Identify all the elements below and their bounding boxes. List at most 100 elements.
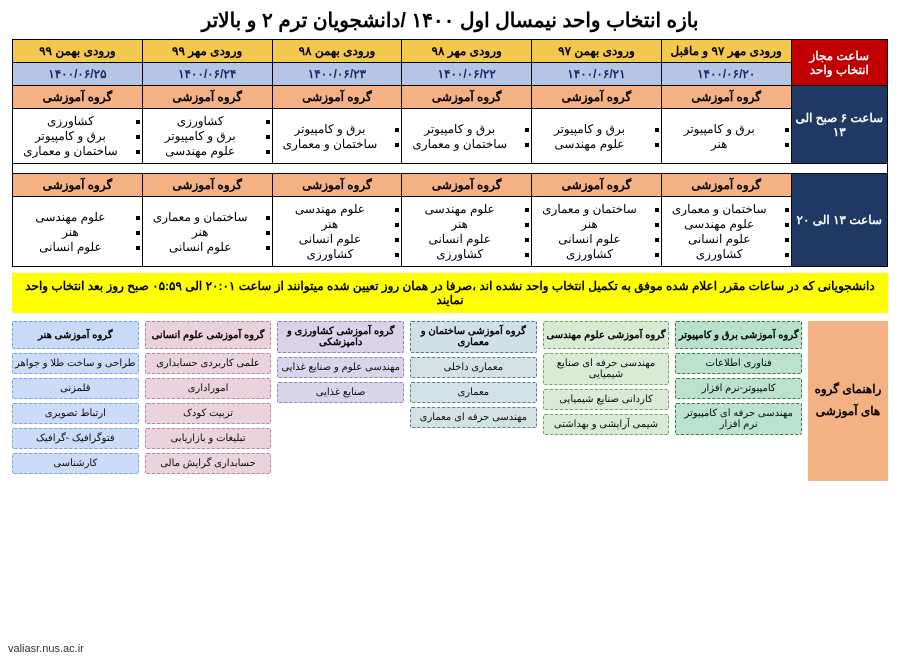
guide-item: مهندسی علوم و صنایع غذایی (277, 357, 404, 378)
guide-item: طراحی و ساخت طلا و جواهر (12, 353, 139, 374)
guide-column: گروه آموزشی ساختمان و معماریمعماری داخلی… (410, 321, 537, 474)
guide-column: گروه آموزشی هنر طراحی و ساخت طلا و جواهر ق… (12, 321, 139, 474)
group-label: گروه آموزشی (532, 174, 662, 197)
list-item: برق و کامپیوتر (404, 122, 515, 136)
block2-cell: علوم مهندسیهنرعلوم انسانی (13, 197, 143, 267)
guide-item: مهندسی حرفه ای صنایع شیمیایی (543, 353, 670, 385)
block1-cell: برق و کامپیوترساختمان و معماری (402, 109, 532, 164)
group-label-row: ساعت ۶ صبح الی ۱۳ گروه آموزشی گروه آموزش… (13, 86, 888, 109)
date-cell: ۱۴۰۰/۰۶/۲۵ (13, 63, 143, 86)
group-label: گروه آموزشی (13, 86, 143, 109)
guide-item: علمی کاربردی حسابداری (145, 353, 272, 374)
list-item: هنر (275, 217, 386, 231)
guide-item: معماری (410, 382, 537, 403)
list-item: کشاورزی (404, 247, 515, 261)
guide-column-head: گروه آموزشی علوم انسانی (145, 321, 272, 349)
block1-cell: برق و کامپیوترهنر (661, 109, 791, 164)
list-item: علوم مهندسی (15, 210, 126, 224)
date-cell: ۱۴۰۰/۰۶/۲۱ (532, 63, 662, 86)
guide-column: گروه آموزشی علوم انسانی علمی کاربردی حساب… (145, 321, 272, 474)
list-item: علوم انسانی (404, 232, 515, 246)
block2-cell: علوم مهندسیهنرعلوم انسانیکشاورزی (272, 197, 402, 267)
guide-column: گروه آموزشی برق و کامپیوترفناوری اطلاعات… (675, 321, 802, 474)
list-item: برق و کامپیوتر (15, 129, 126, 143)
list-item: کشاورزی (664, 247, 775, 261)
block1-cell: کشاورزیبرق و کامپیوترساختمان و معماری (13, 109, 143, 164)
list-item: برق و کامپیوتر (664, 122, 775, 136)
header-col: ورودی مهر ۹۷ و ماقبل (661, 40, 791, 63)
header-col: ورودی بهمن ۹۹ (13, 40, 143, 63)
group-label: گروه آموزشی (402, 86, 532, 109)
list-item: علوم انسانی (664, 232, 775, 246)
group-label: گروه آموزشی (661, 174, 791, 197)
block1-side: ساعت ۶ صبح الی ۱۳ (791, 86, 887, 164)
list-item: علوم مهندسی (404, 202, 515, 216)
block2-side: ساعت ۱۳ الی ۲۰ (791, 174, 887, 267)
guide-column-head: گروه آموزشی علوم مهندسی (543, 321, 670, 349)
block1-cell: برق و کامپیوترساختمان و معماری (272, 109, 402, 164)
gap-row (13, 164, 888, 174)
guide-item: فتوگرافیک -گرافیک (12, 428, 139, 449)
list-item: علوم مهندسی (664, 217, 775, 231)
list-item: هنر (534, 217, 645, 231)
block2-cell: ساختمان و معماریعلوم مهندسیعلوم انسانیکش… (661, 197, 791, 267)
header-col: ورودی بهمن ۹۸ (272, 40, 402, 63)
guide-item: شیمی آرایشی و بهداشتی (543, 414, 670, 435)
guide-item: حسابداری گرایش مالی (145, 453, 272, 474)
list-item: علوم مهندسی (275, 202, 386, 216)
list-item: کشاورزی (275, 247, 386, 261)
guide-item: کارشناسی (12, 453, 139, 474)
guide-item: کامپیوتر-نرم افزار (675, 378, 802, 399)
list-item: علوم مهندسی (145, 144, 256, 158)
group-label: گروه آموزشی (142, 86, 272, 109)
list-item: علوم انسانی (275, 232, 386, 246)
guide-side-label: راهنمای گروه های آموزشی (808, 321, 888, 481)
notice-bar: دانشجویانی که در ساعات مقرر اعلام شده مو… (12, 273, 888, 313)
group-label: گروه آموزشی (532, 86, 662, 109)
list-item: علوم مهندسی (534, 137, 645, 151)
list-item: ساختمان و معماری (275, 137, 386, 151)
block2-cell: ساختمان و معماریهنرعلوم انسانی (142, 197, 272, 267)
list-item: ساختمان و معماری (664, 202, 775, 216)
guide-item: ارتباط تصویری (12, 403, 139, 424)
block1-cell: کشاورزیبرق و کامپیوترعلوم مهندسی (142, 109, 272, 164)
list-item: هنر (664, 137, 775, 151)
list-item: ساختمان و معماری (145, 210, 256, 224)
guide-item: مهندسی حرفه ای کامپیوتر نرم افزار (675, 403, 802, 435)
list-item: علوم انسانی (534, 232, 645, 246)
list-item: هنر (404, 217, 515, 231)
guide-section: راهنمای گروه های آموزشی گروه آموزشی برق … (12, 321, 888, 481)
block1-row: برق و کامپیوترهنر برق و کامپیوترعلوم مهن… (13, 109, 888, 164)
guide-item: صنایع غذایی (277, 382, 404, 403)
list-item: کشاورزی (145, 114, 256, 128)
guide-column-head: گروه آموزشی کشاورزی و دامپزشکی (277, 321, 404, 353)
guide-column-head: گروه آموزشی ساختمان و معماری (410, 321, 537, 353)
date-cell: ۱۴۰۰/۰۶/۲۰ (661, 63, 791, 86)
list-item: کشاورزی (15, 114, 126, 128)
header-side: ساعت مجاز انتخاب واحد (791, 40, 887, 86)
group-label: گروه آموزشی (142, 174, 272, 197)
list-item: علوم انسانی (145, 240, 256, 254)
block2-cell: علوم مهندسیهنرعلوم انسانیکشاورزی (402, 197, 532, 267)
list-item: هنر (145, 225, 256, 239)
list-item: ساختمان و معماری (534, 202, 645, 216)
header-row: ساعت مجاز انتخاب واحد ورودی مهر ۹۷ و ماق… (13, 40, 888, 63)
group-label: گروه آموزشی (13, 174, 143, 197)
date-cell: ۱۴۰۰/۰۶/۲۲ (402, 63, 532, 86)
block2-row: ساختمان و معماریعلوم مهندسیعلوم انسانیکش… (13, 197, 888, 267)
guide-item: تربیت کودک (145, 403, 272, 424)
list-item: ساختمان و معماری (15, 144, 126, 158)
guide-item: مهندسی حرفه ای معماری (410, 407, 537, 428)
guide-column: گروه آموزشی علوم مهندسی مهندسی حرفه ای صن… (543, 321, 670, 474)
group-label: گروه آموزشی (661, 86, 791, 109)
schedule-table: ساعت مجاز انتخاب واحد ورودی مهر ۹۷ و ماق… (12, 39, 888, 267)
group-label-row2: ساعت ۱۳ الی ۲۰ گروه آموزشی گروه آموزشی گ… (13, 174, 888, 197)
guide-column: گروه آموزشی کشاورزی و دامپزشکی مهندسی علو… (277, 321, 404, 474)
list-item: ساختمان و معماری (404, 137, 515, 151)
guide-item: اموراداری (145, 378, 272, 399)
guide-item: قلمزنی (12, 378, 139, 399)
list-item: برق و کامپیوتر (534, 122, 645, 136)
list-item: برق و کامپیوتر (145, 129, 256, 143)
guide-column-head: گروه آموزشی هنر (12, 321, 139, 349)
page-title: بازه انتخاب واحد نیمسال اول ۱۴۰۰ /دانشجو… (12, 8, 888, 33)
